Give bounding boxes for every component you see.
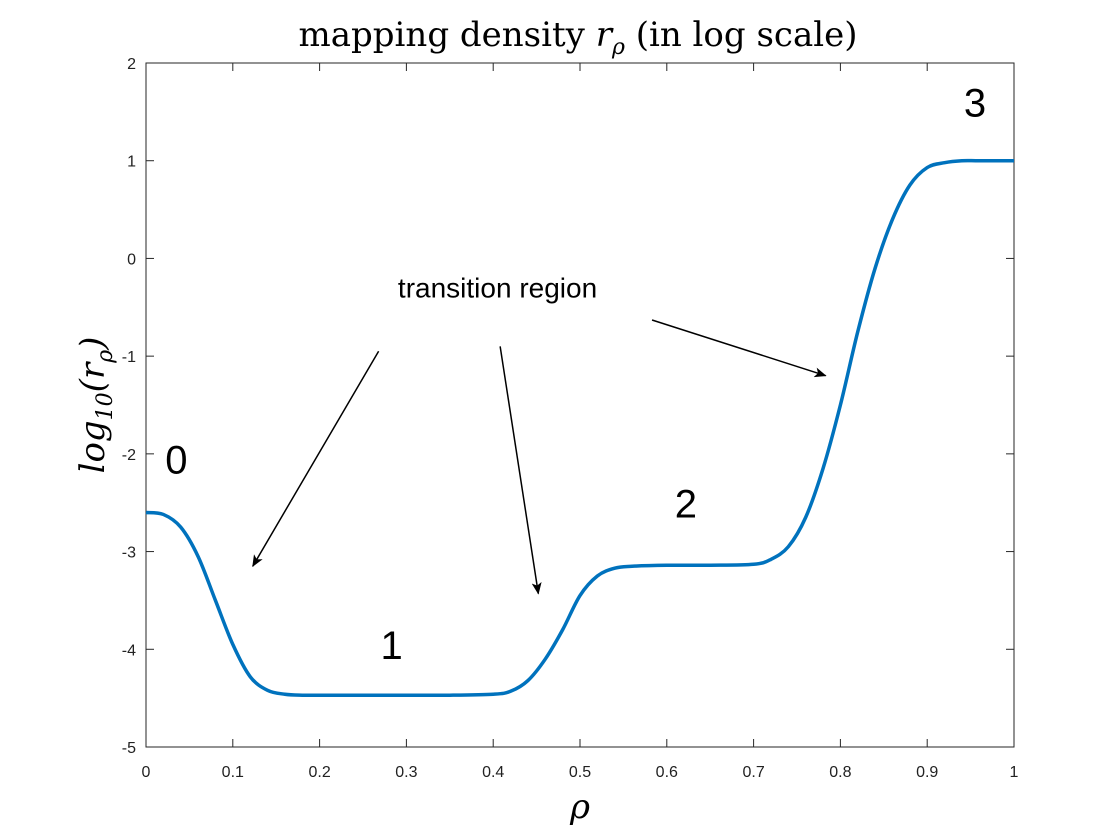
annotation-arrow [651,319,827,378]
y-tick-label: 0 [127,251,136,268]
x-tick-label: 0.6 [656,764,678,781]
x-tick-label: 0.2 [308,764,330,781]
y-tick-label: -3 [122,545,136,562]
x-tick-label: 0.1 [222,764,244,781]
annotation-layer: 0 1 2 3 transition region [165,82,986,668]
x-tick-label: 0.7 [742,764,764,781]
region-label: 0 [165,438,187,482]
chart-title: mapping density rρ (in log scale) [299,15,858,60]
x-tick-label: 0.3 [395,764,417,781]
plot-area [145,62,1015,748]
x-tick-label: 0.8 [829,764,851,781]
y-tick-label: 1 [127,154,136,171]
x-axis: 0 0.1 0.2 0.3 0.4 0.5 0.6 0.7 0.8 0.9 1 [142,63,1019,781]
x-tick-label: 0.5 [569,764,591,781]
region-label: 1 [381,624,403,668]
x-tick-label: 1 [1010,764,1019,781]
series-line-0 [145,158,1014,698]
transition-region-label: transition region [398,273,597,304]
x-tick-label: 0.9 [916,764,938,781]
y-tick-label: -1 [122,349,136,366]
x-tick-label: 0.4 [482,764,504,781]
y-tick-label: -4 [122,642,136,659]
annotation-arrow [252,350,380,568]
annotation-arrow [499,346,542,595]
y-axis-label: log10(rρ) [73,337,118,474]
y-tick-label: 2 [127,56,136,73]
series-layer [145,158,1014,698]
region-label: 2 [675,482,697,526]
y-tick-label: -2 [122,447,136,464]
region-label: 3 [964,82,986,126]
x-tick-label: 0 [142,764,151,781]
y-tick-label: -5 [122,740,136,757]
x-axis-label: ρ [569,787,590,827]
